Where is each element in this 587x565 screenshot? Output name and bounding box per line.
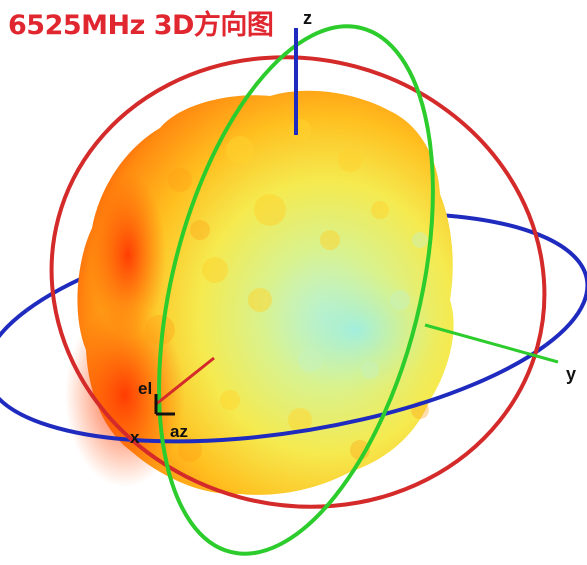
az-label: az [170, 422, 188, 441]
y-axis [424, 323, 559, 364]
third-circle [157, 24, 435, 556]
el-az-triad [154, 394, 175, 416]
x-axis [154, 356, 215, 407]
z-axis-label: z [303, 8, 312, 28]
el-label: el [138, 379, 152, 398]
chart-title: 6525MHz 3D方向图 [8, 10, 274, 41]
y-axis-label: y [566, 364, 576, 384]
x-axis-label: x [130, 428, 140, 447]
